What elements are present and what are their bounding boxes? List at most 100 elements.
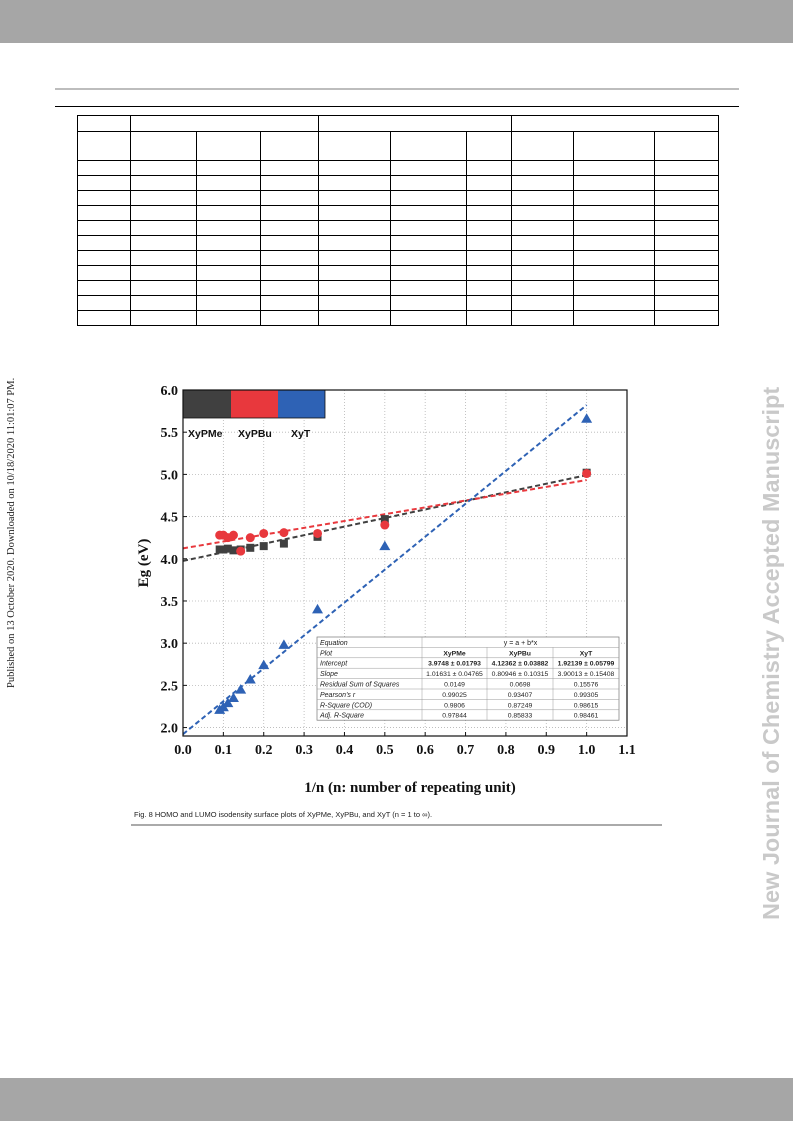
fit-line-XyT	[182, 404, 588, 735]
marker-XyPBu	[245, 533, 255, 543]
header-rule-dark	[55, 106, 739, 107]
table-row	[77, 115, 720, 132]
x-tick-label: 0.2	[255, 743, 273, 758]
marker-XyT	[235, 684, 247, 694]
stats-table-label: R-Square (COD)	[320, 702, 372, 709]
footer-band	[0, 1078, 793, 1121]
x-tick-label: 0.1	[215, 743, 233, 758]
stats-table-label: Pearson's r	[320, 692, 356, 699]
stats-table-value: 3.90013 ± 0.15408	[558, 671, 615, 678]
stats-table-equation: y = a + b*x	[504, 640, 538, 647]
marker-XyPBu	[259, 528, 269, 538]
marker-XyPBu	[279, 528, 289, 538]
stats-table-value: 0.0698	[510, 682, 531, 689]
marker-XyT	[244, 673, 256, 684]
stats-table-label: Equation	[320, 640, 348, 647]
marker-XyT	[581, 413, 593, 423]
stats-table-value: 0.99025	[442, 692, 467, 699]
marker-XyT	[258, 659, 270, 670]
stats-table-value: 0.80946 ± 0.10315	[492, 671, 549, 678]
table-row	[77, 205, 720, 221]
y-axis-title: Eg (eV)	[136, 539, 152, 588]
empty-data-table	[77, 115, 720, 326]
stats-table-value: 3.9748 ± 0.01793	[428, 661, 481, 668]
header-band	[0, 0, 793, 43]
marker-XyT	[278, 639, 290, 649]
stats-table-value: 0.97844	[442, 713, 467, 720]
y-tick-label: 5.5	[161, 426, 179, 441]
table-row	[77, 220, 720, 236]
y-tick-label: 6.0	[161, 384, 179, 399]
table-row	[77, 131, 720, 161]
marker-XyPBu	[582, 469, 592, 479]
table-row	[77, 295, 720, 311]
table-row	[77, 250, 720, 266]
marker-XyPMe	[223, 544, 232, 553]
legend-label-XyPBu: XyPBu	[238, 428, 272, 440]
table-row	[77, 160, 720, 176]
legend-swatch-XyPBu	[231, 390, 278, 418]
marker-XyT	[312, 603, 324, 614]
stats-table-label: Adj. R-Square	[319, 713, 364, 720]
stats-table-value: 0.98461	[574, 713, 599, 720]
table-row	[77, 265, 720, 281]
stats-table-value: 0.9806	[444, 702, 465, 709]
stats-table-value: 1.01631 ± 0.04765	[426, 671, 483, 678]
x-tick-label: 0.9	[538, 743, 556, 758]
marker-XyT	[222, 697, 234, 708]
x-tick-label: 1.0	[578, 743, 596, 758]
stats-table-value: 0.99305	[574, 692, 599, 699]
marker-XyPBu	[380, 520, 390, 530]
stats-table-value: 1.92139 ± 0.05799	[558, 661, 615, 668]
stats-table-value: 4.12362 ± 0.03882	[492, 661, 549, 668]
marker-XyT	[379, 540, 391, 551]
plot-frame	[182, 389, 628, 737]
table-row	[77, 310, 720, 326]
marker-XyPMe	[380, 515, 389, 524]
table-row	[77, 280, 720, 296]
y-tick-label: 3.5	[161, 595, 179, 610]
marker-XyPMe	[259, 542, 268, 551]
legend-label-XyPMe: XyPMe	[188, 428, 223, 440]
marker-XyPMe	[246, 543, 255, 552]
fit-line-XyPBu	[182, 479, 587, 550]
marker-XyPMe	[229, 546, 238, 555]
y-tick-label: 4.5	[161, 511, 179, 526]
table-row	[77, 175, 720, 191]
legend-label-XyT: XyT	[291, 428, 311, 440]
stats-table-label: Residual Sum of Squares	[320, 682, 400, 689]
journal-side-title: New Journal of Chemistry Accepted Manusc…	[758, 386, 784, 920]
marker-XyPBu	[236, 546, 246, 556]
x-tick-label: 1.1	[618, 743, 636, 758]
figure-caption: Fig. 8 HOMO and LUMO isodensity surface …	[134, 810, 433, 819]
stats-table-value: 0.85833	[508, 713, 533, 720]
stats-table-label: Plot	[320, 650, 333, 657]
stats-table-value: 0.0149	[444, 682, 465, 689]
marker-XyPBu	[228, 530, 238, 540]
stats-table-label: Slope	[320, 671, 338, 678]
legend-swatch-XyPMe	[183, 390, 231, 418]
x-tick-label: 0.5	[376, 743, 394, 758]
stats-table-value: XyPMe	[443, 650, 466, 657]
x-tick-label: 0.8	[497, 743, 514, 758]
published-note: Published on 13 October 2020. Downloaded…	[6, 377, 17, 688]
caption-rule	[131, 824, 662, 826]
table-row	[77, 235, 720, 251]
x-tick-label: 0.7	[457, 743, 475, 758]
marker-XyPBu	[313, 528, 323, 538]
marker-XyPMe	[219, 545, 228, 554]
stats-table-value: XyPBu	[509, 650, 531, 657]
stats-table-value: 0.93407	[508, 692, 533, 699]
x-axis-title: 1/n (n: number of repeating unit)	[304, 780, 516, 796]
y-tick-label: 4.0	[161, 553, 179, 568]
marker-XyPMe	[279, 539, 288, 548]
figure: Equation y = a + b*x Plot XyPMe XyPBu XyT Inte…	[130, 367, 673, 807]
stats-table-label: Intercept	[320, 661, 348, 668]
x-tick-label: 0.4	[336, 743, 354, 758]
x-tick-label: 0.3	[295, 743, 313, 758]
x-tick-label: 0.0	[174, 743, 192, 758]
y-tick-label: 3.0	[161, 637, 179, 652]
x-tick-label: 0.6	[416, 743, 434, 758]
table-row	[77, 190, 720, 206]
stats-table-value: 0.98615	[574, 702, 599, 709]
